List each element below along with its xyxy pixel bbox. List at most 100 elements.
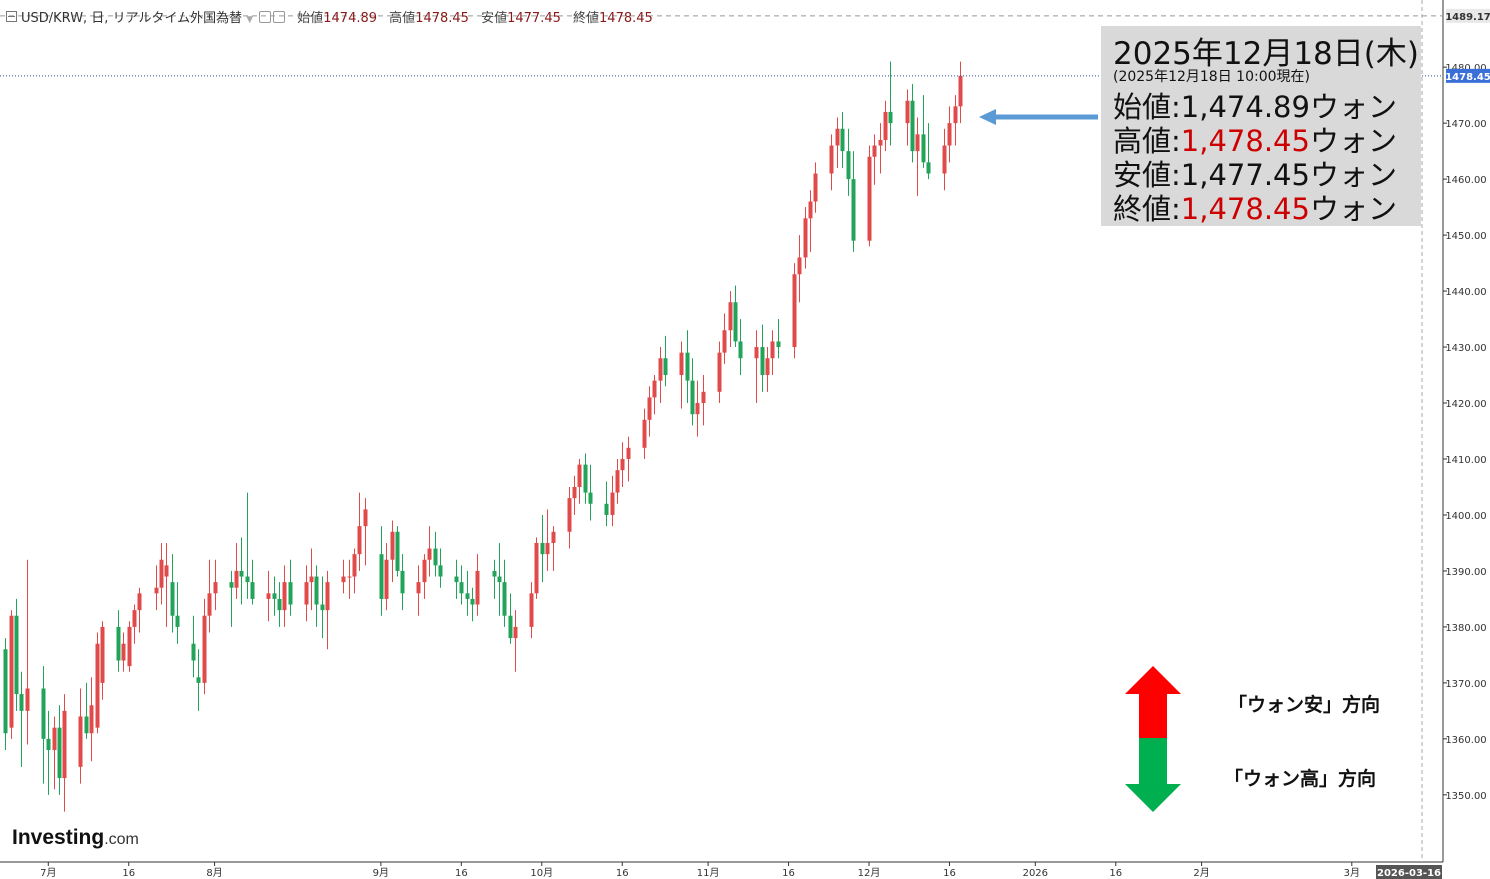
candle-body xyxy=(272,593,277,599)
candle xyxy=(754,330,759,404)
info-label: 高値 xyxy=(1113,124,1172,158)
candle xyxy=(309,548,314,611)
x-tick-label: 2026 xyxy=(1023,868,1048,879)
candle xyxy=(690,358,695,426)
candle-body xyxy=(384,559,389,599)
candle xyxy=(663,335,668,387)
candle xyxy=(626,436,631,482)
candle-body xyxy=(395,531,400,571)
candle xyxy=(159,542,164,605)
candle xyxy=(239,537,244,605)
candle xyxy=(958,61,963,124)
info-label: 安値 xyxy=(1113,158,1172,192)
candle xyxy=(577,458,582,504)
candle-body xyxy=(910,100,915,152)
info-value: 1,478.45 xyxy=(1180,192,1310,226)
candle xyxy=(154,565,159,611)
candle-body xyxy=(497,576,502,583)
candle-body xyxy=(604,503,609,515)
candle xyxy=(652,375,657,415)
chevron-down-icon[interactable]: ▼ xyxy=(246,15,254,25)
info-unit: ウォン xyxy=(1309,192,1397,226)
down-arrow-icon xyxy=(1125,738,1181,812)
candle-body xyxy=(840,128,845,152)
candle xyxy=(803,207,808,269)
candle-body xyxy=(695,403,700,415)
candle-body xyxy=(288,582,293,605)
candle-body xyxy=(883,111,888,140)
candle xyxy=(175,582,180,644)
collapse-icon[interactable] xyxy=(6,11,17,22)
candle-body xyxy=(733,302,738,342)
y-axis-ticks: 1350.00 1360.00 1370.00 1380.00 1390.00 1400.… xyxy=(1443,63,1487,802)
candle-body xyxy=(953,106,958,124)
candle xyxy=(620,442,625,487)
high-marker-label: 1489.17 xyxy=(1445,12,1490,23)
candle-body xyxy=(776,341,781,348)
candle xyxy=(304,565,309,622)
candle-body xyxy=(722,330,727,353)
info-value: 1,477.45 xyxy=(1180,158,1310,192)
candle xyxy=(19,671,24,767)
up-arrow-icon xyxy=(1125,666,1181,738)
candle xyxy=(202,598,207,695)
candle-body xyxy=(357,526,362,555)
candle-body xyxy=(3,649,8,734)
candle xyxy=(25,559,30,745)
candle-body xyxy=(379,554,384,599)
candle xyxy=(314,565,319,627)
candle xyxy=(942,128,947,191)
candle xyxy=(379,526,384,616)
candle xyxy=(492,559,497,599)
candle xyxy=(266,570,271,622)
candle-body xyxy=(84,716,89,734)
y-tick-label: 1350.00 xyxy=(1445,791,1486,802)
candle-body xyxy=(701,391,706,404)
candle-body xyxy=(926,162,931,174)
open-value: 1474.89 xyxy=(323,11,378,26)
candle xyxy=(567,486,572,549)
candle xyxy=(427,526,432,577)
candle-body xyxy=(191,643,196,661)
candle-body xyxy=(277,598,282,611)
candle xyxy=(797,235,802,303)
candle xyxy=(170,554,175,633)
eye-icon[interactable] xyxy=(259,11,272,23)
candle xyxy=(588,464,593,521)
candle xyxy=(127,621,132,672)
candle-body xyxy=(540,542,545,555)
candle xyxy=(95,632,100,734)
candle xyxy=(132,604,137,644)
candle-body xyxy=(529,593,534,627)
candle xyxy=(851,151,856,252)
candle-body xyxy=(95,643,100,728)
y-tick-label: 1420.00 xyxy=(1445,399,1486,410)
candle-body xyxy=(250,582,255,599)
candle-body xyxy=(947,123,952,146)
info-value: 1,474.89 xyxy=(1180,90,1310,124)
candle-body xyxy=(341,576,346,583)
candle xyxy=(813,162,818,213)
candle xyxy=(915,117,920,196)
candle-body xyxy=(475,570,480,605)
y-tick-label: 1370.00 xyxy=(1445,679,1486,690)
settings-icon[interactable] xyxy=(273,11,286,23)
candle xyxy=(846,128,851,196)
candle xyxy=(701,375,706,426)
candle xyxy=(792,263,797,359)
candle-body xyxy=(685,352,690,381)
candle xyxy=(288,559,293,616)
candle-body xyxy=(690,380,695,415)
candle xyxy=(347,559,352,599)
candle xyxy=(840,111,845,168)
candle xyxy=(534,537,539,599)
weak-won-label: 「ウォン安」方向 xyxy=(1228,694,1381,716)
direction-arrow xyxy=(1125,666,1181,812)
info-value: 1,478.45 xyxy=(1180,124,1310,158)
candle-body xyxy=(958,75,963,107)
candle xyxy=(395,526,400,577)
candle xyxy=(164,542,169,627)
candle-body xyxy=(652,380,657,398)
candle-body xyxy=(229,582,234,588)
candle-body xyxy=(615,470,620,493)
